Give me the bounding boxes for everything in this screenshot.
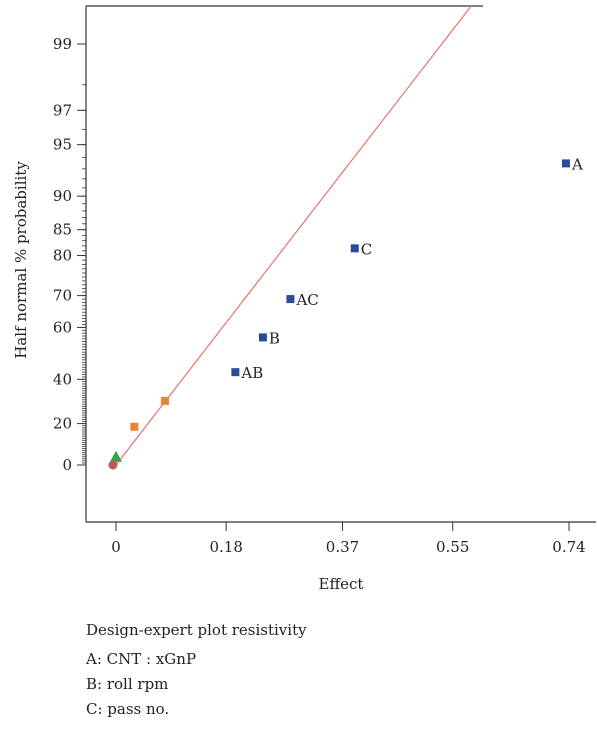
x-tick-label: 0.74 [552, 538, 585, 556]
y-tick-label: 95 [53, 136, 72, 154]
x-tick-label: 0.18 [209, 538, 242, 556]
caption-title: Design-expert plot resistivity [86, 621, 307, 639]
data-point-square [561, 159, 570, 168]
reference-line [115, 5, 472, 466]
caption-factor-c: C: pass no. [86, 700, 170, 718]
x-tick-label: 0.37 [326, 538, 359, 556]
caption-factor-b: B: roll rpm [86, 675, 169, 693]
data-point-label: A [571, 155, 583, 173]
y-tick-label: 97 [53, 101, 72, 119]
data-point-label: AB [240, 364, 263, 382]
plot-caption: Design-expert plot resistivity A: CNT : … [86, 618, 307, 722]
x-tick-label: 0 [111, 538, 121, 556]
y-tick-label: 90 [53, 187, 72, 205]
data-point-square [258, 333, 267, 342]
caption-factor-a: A: CNT : xGnP [86, 650, 197, 668]
y-tick-label: 85 [53, 221, 72, 239]
y-tick-label: 40 [53, 370, 72, 388]
y-tick-label: 70 [53, 287, 72, 305]
data-point-square [130, 422, 139, 431]
data-point-label: AC [295, 291, 318, 309]
y-axis-label: Half normal % probability [12, 161, 30, 359]
y-tick-label: 0 [62, 456, 72, 474]
data-point-triangle [110, 450, 122, 462]
y-tick-label: 20 [53, 415, 72, 433]
x-axis-label: Effect [319, 575, 364, 593]
data-point-square [286, 295, 295, 304]
y-tick-label: 80 [53, 247, 72, 265]
y-tick-label: 99 [53, 35, 72, 53]
data-point-square [160, 396, 169, 405]
data-point-circle [108, 460, 118, 470]
x-tick-label: 0.55 [436, 538, 469, 556]
data-point-square [350, 244, 359, 253]
data-point-label: C [361, 240, 372, 258]
y-tick-label: 60 [53, 318, 72, 336]
data-point-label: B [269, 329, 280, 347]
data-point-square [231, 368, 240, 377]
